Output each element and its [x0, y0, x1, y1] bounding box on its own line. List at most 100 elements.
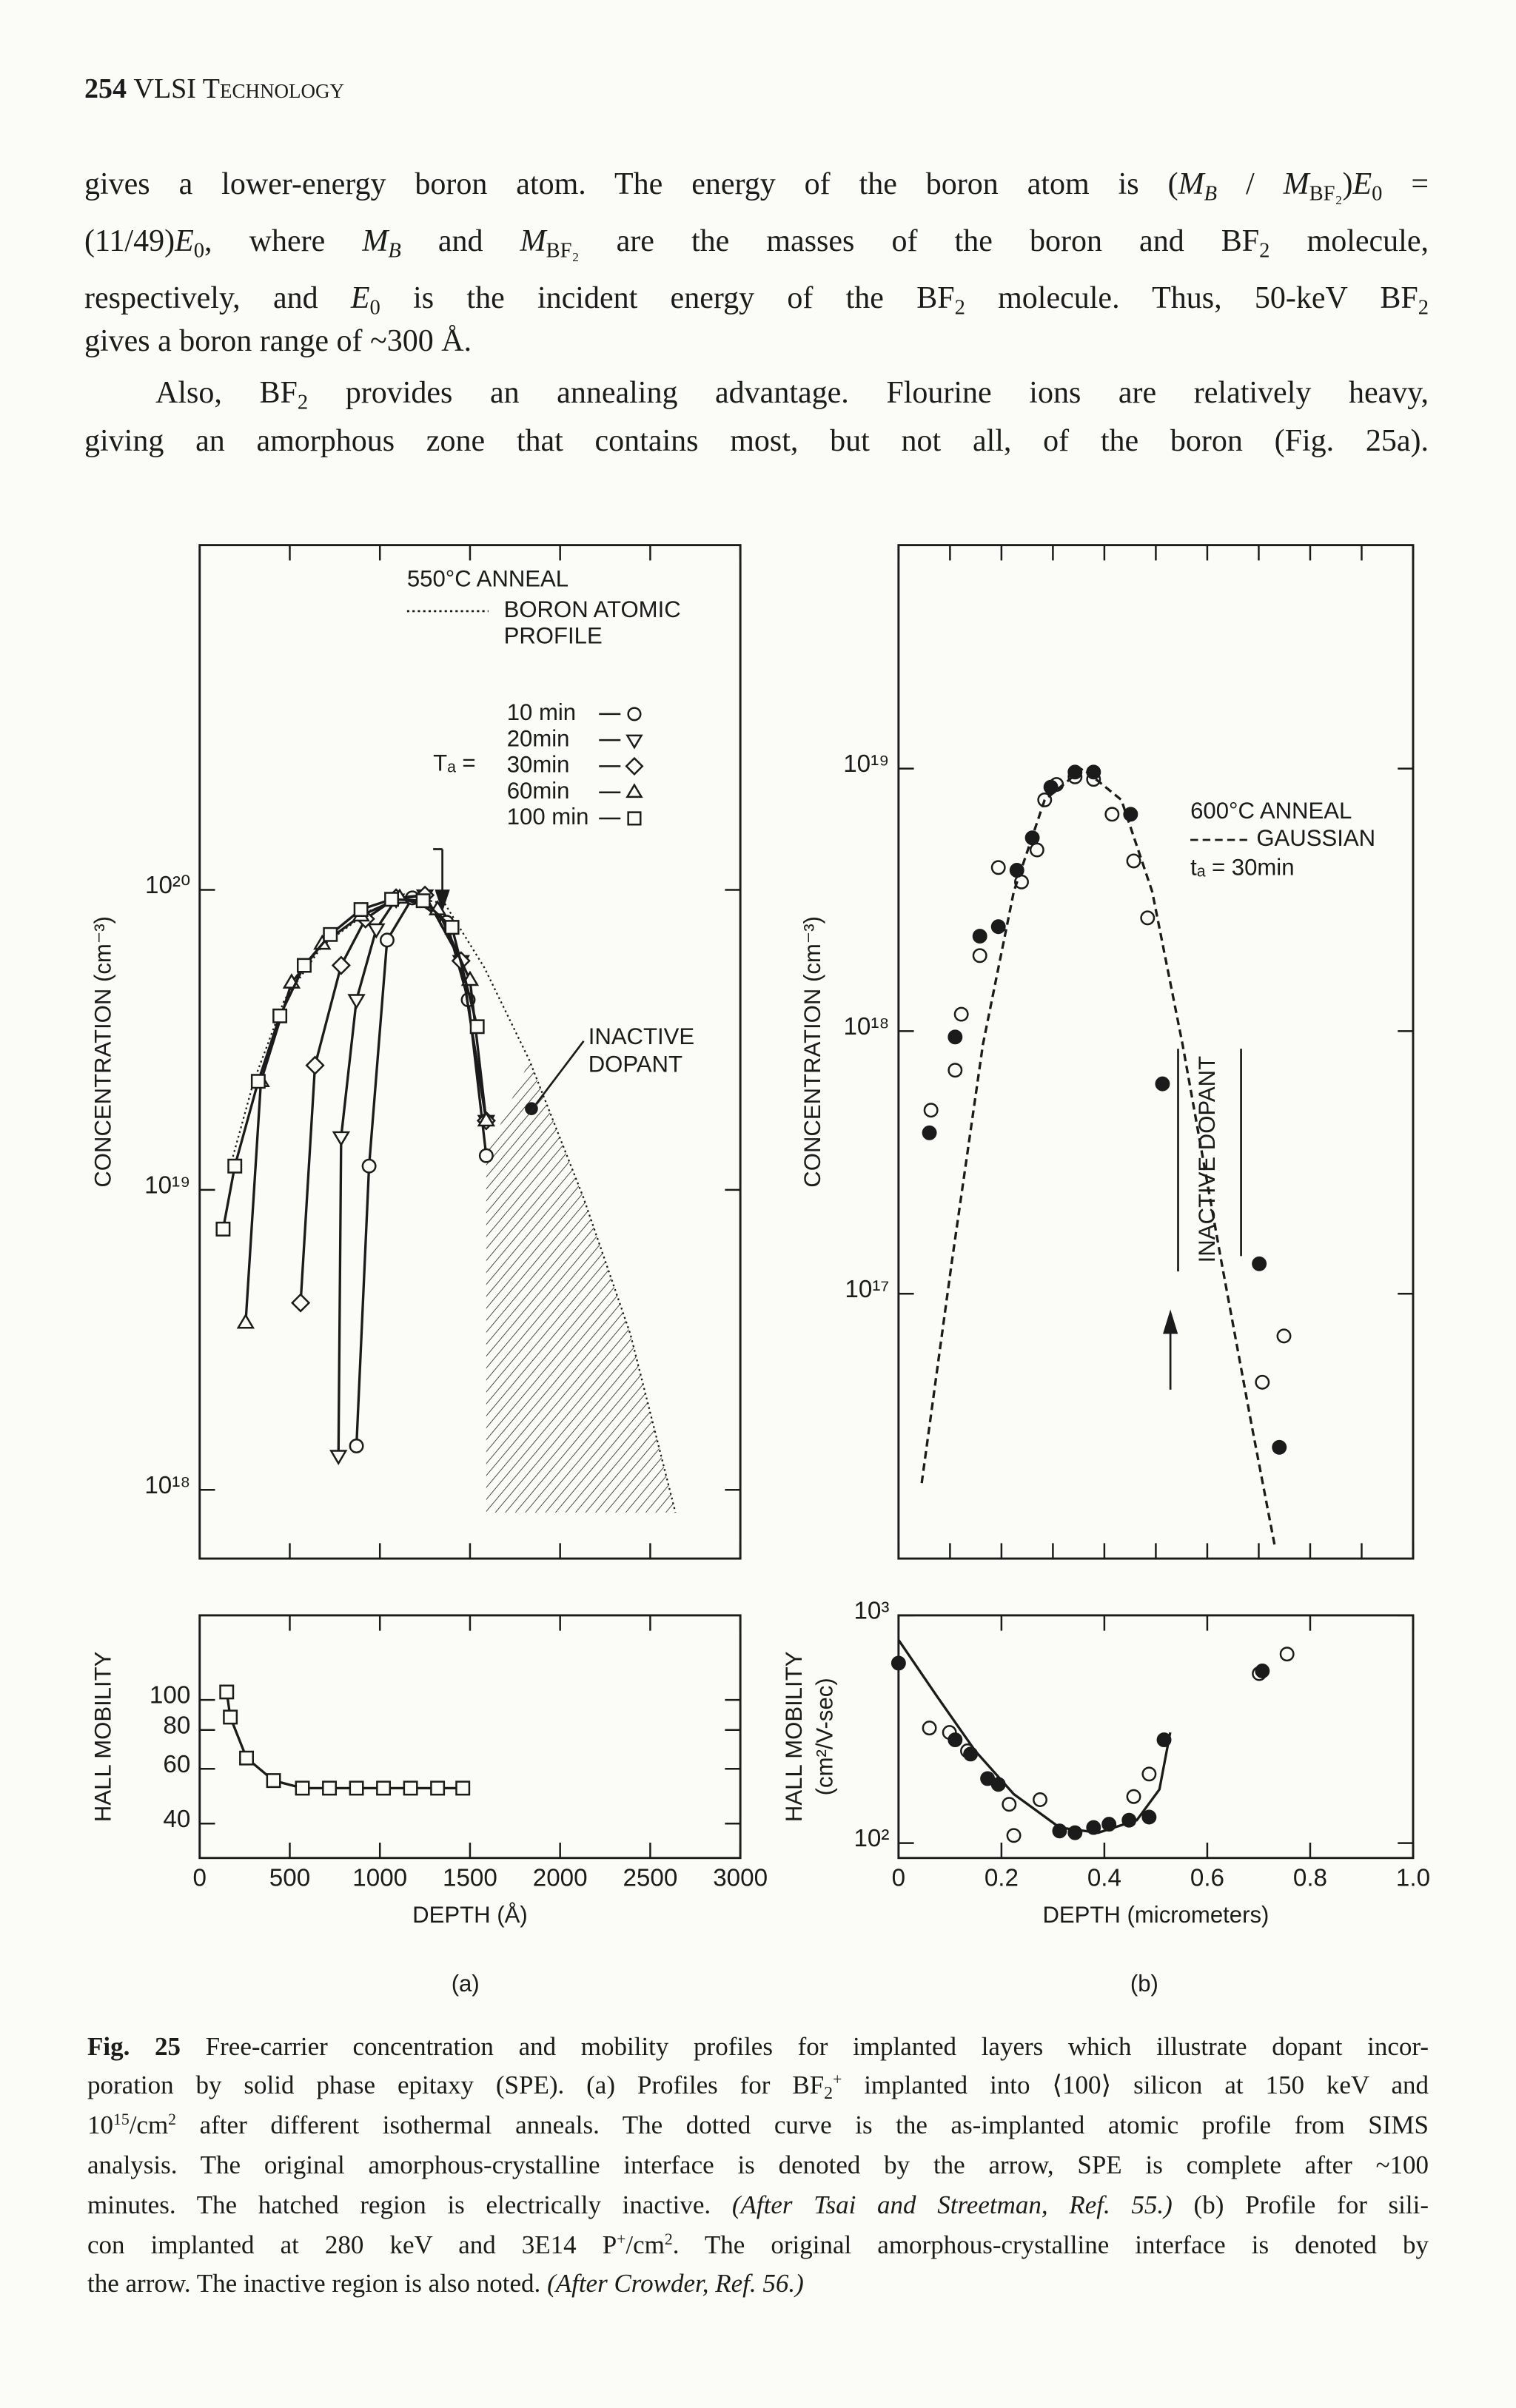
text: 2: [1418, 296, 1429, 320]
caption-line: analysis. The original amorphous-crystal…: [87, 2147, 1429, 2184]
legend-marker: [625, 734, 643, 750]
decorations: [406, 610, 1252, 1390]
y-tick-label: 100: [150, 1682, 190, 1709]
annotation: 600°C ANNEAL: [1190, 798, 1352, 824]
marker: [1086, 764, 1101, 780]
text: /: [1217, 167, 1284, 201]
text: con implanted at 280 keV and 3E14 P: [87, 2230, 617, 2259]
x-tick-label: 0.8: [1293, 1865, 1327, 1892]
x-tick-label: 0.2: [985, 1865, 1019, 1892]
marker: [1033, 1792, 1047, 1807]
marker: [236, 1313, 255, 1329]
math: 0: [193, 239, 205, 263]
y-tick-label: 10¹⁸: [144, 1472, 190, 1499]
text: =: [1382, 167, 1429, 201]
marker: [948, 1732, 963, 1748]
arrow-head: [435, 889, 450, 912]
fig-label: Fig. 25: [87, 2032, 181, 2061]
marker: [329, 1450, 348, 1465]
text: +: [833, 2071, 842, 2089]
text: Also, BF: [155, 376, 298, 410]
text: ): [1342, 167, 1353, 201]
marker: [478, 1148, 494, 1163]
marker: [1272, 1439, 1287, 1455]
marker: [322, 1780, 338, 1796]
text: analysis. The original amorphous-crystal…: [87, 2150, 1429, 2179]
x-tick-label: 0: [193, 1865, 207, 1892]
marker: [379, 932, 395, 948]
marker: [239, 1750, 255, 1766]
marker: [922, 1721, 937, 1736]
marker: [469, 1019, 485, 1035]
math: BF₂: [1309, 182, 1343, 206]
body-line: gives a lower-energy boron atom. The ene…: [84, 164, 1429, 205]
marker: [1002, 1797, 1017, 1812]
y-axis-label: CONCENTRATION (cm⁻³): [90, 916, 115, 1188]
y-tick-label: 10²⁰: [145, 872, 190, 899]
marker: [948, 1029, 963, 1045]
caption-line: poration by solid phase epitaxy (SPE). (…: [87, 2067, 1429, 2104]
marker: [367, 923, 386, 939]
math: M: [1283, 167, 1309, 201]
marker: [1029, 842, 1044, 858]
text: 2: [297, 391, 309, 414]
body-line: (11/49)E0, where MB and MBF₂ are the mas…: [84, 221, 1429, 262]
legend-label: 10 min: [507, 699, 576, 725]
text: 10: [87, 2111, 113, 2139]
legend-label: 20min: [507, 725, 570, 751]
marker: [1006, 1828, 1022, 1843]
text: , where: [204, 224, 363, 258]
running-title: VLSI Technology: [133, 73, 344, 104]
y-tick-label: 10¹⁷: [845, 1276, 889, 1303]
marker: [215, 1221, 231, 1237]
marker: [990, 919, 1006, 935]
marker: [332, 1131, 351, 1147]
marker: [331, 955, 351, 975]
series-line: [920, 767, 1276, 1546]
y-tick-label: 10¹⁹: [843, 750, 889, 778]
body-line: giving an amorphous zone that contains m…: [84, 420, 1429, 462]
math: E: [175, 224, 194, 258]
y-tick-label: 10¹⁸: [843, 1013, 889, 1040]
caption-line: minutes. The hatched region is electrica…: [87, 2187, 1429, 2224]
plot-frame: [198, 1614, 742, 1860]
marker: [1043, 779, 1059, 795]
marker: [1252, 1256, 1267, 1271]
marker: [455, 1780, 471, 1796]
annotation: BORON ATOMIC: [504, 596, 681, 622]
caption-line: con implanted at 280 keV and 3E14 P+/cm2…: [87, 2227, 1429, 2264]
text: 2: [664, 2230, 673, 2249]
marker: [1279, 1647, 1295, 1662]
text: giving an amorphous zone that contains m…: [84, 424, 1429, 458]
inactive-hatch: [486, 1060, 676, 1513]
annotation: PROFILE: [504, 622, 603, 648]
x-tick-label: 0: [892, 1865, 905, 1892]
marker: [272, 1008, 288, 1023]
text: 2: [954, 296, 965, 320]
text: the arrow. The inactive region is also n…: [87, 2269, 548, 2298]
caption-line: 1015/cm2 after different isothermal anne…: [87, 2107, 1429, 2144]
y-axis-label: HALL MOBILITY: [781, 1651, 807, 1822]
page-number: 254: [84, 73, 127, 104]
marker: [972, 929, 987, 944]
caption-line: the arrow. The inactive region is also n…: [87, 2265, 1429, 2302]
marker: [923, 1103, 939, 1118]
marker: [349, 1439, 364, 1453]
marker: [323, 926, 338, 942]
text: gives a boron range of ~300 Å.: [84, 324, 472, 358]
marker: [1141, 1766, 1157, 1782]
marker: [376, 1780, 392, 1796]
text: 2: [1259, 239, 1270, 263]
body-line: gives a boron range of ~300 Å.: [84, 320, 1429, 362]
y-axis-label: HALL MOBILITY: [90, 1651, 115, 1822]
x-tick-label: 0.6: [1190, 1865, 1224, 1892]
y-tick-label: 80: [163, 1712, 190, 1739]
marker: [403, 1780, 418, 1796]
marker: [1123, 807, 1138, 822]
citation: (After Tsai and Streetman, Ref. 55.): [731, 2190, 1173, 2219]
text: 2: [824, 2084, 834, 2104]
x-tick-label: 500: [269, 1865, 310, 1892]
marker: [347, 994, 366, 1009]
x-tick-label: 0.4: [1087, 1865, 1121, 1892]
